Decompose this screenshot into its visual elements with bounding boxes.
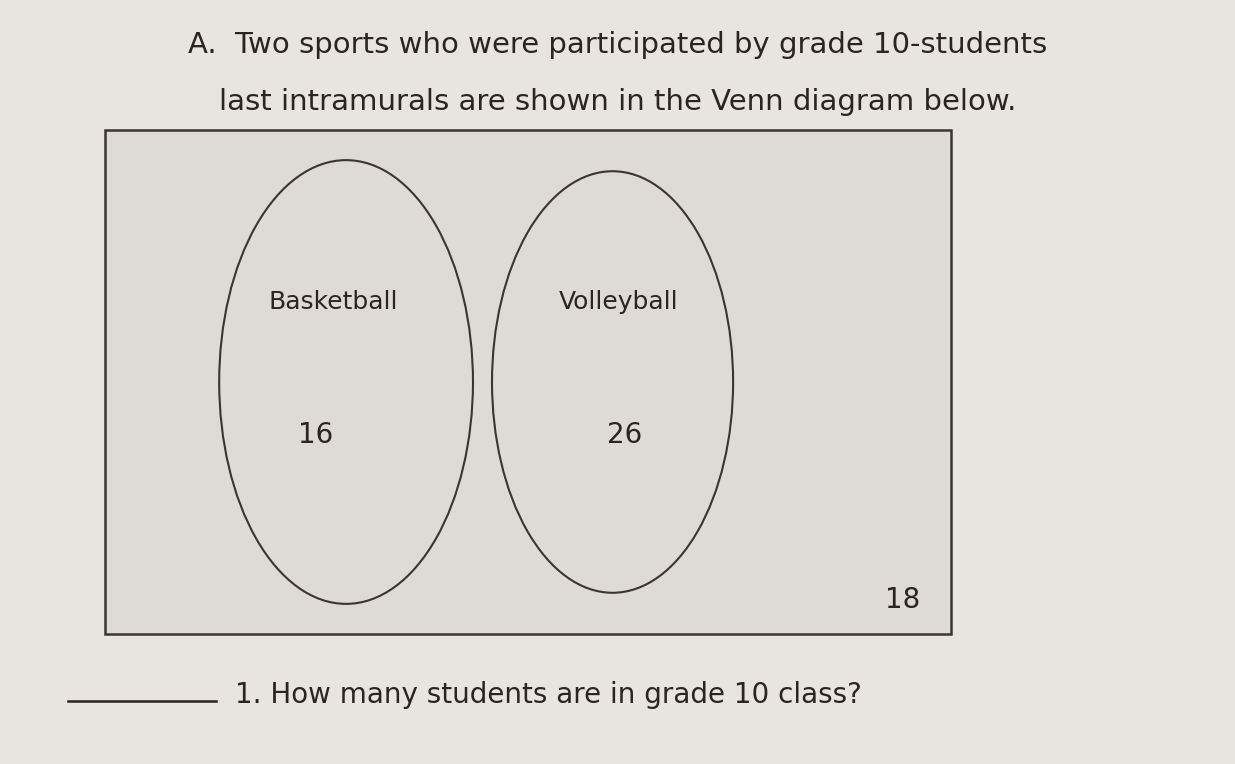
Text: 16: 16 — [298, 421, 332, 449]
Text: 1. How many students are in grade 10 class?: 1. How many students are in grade 10 cla… — [235, 681, 862, 709]
Text: 18: 18 — [884, 586, 920, 613]
FancyBboxPatch shape — [105, 130, 951, 634]
Text: Basketball: Basketball — [269, 290, 399, 314]
Ellipse shape — [492, 171, 734, 593]
Text: A.  Two sports who were participated by grade 10-students: A. Two sports who were participated by g… — [188, 31, 1047, 59]
Text: last intramurals are shown in the Venn diagram below.: last intramurals are shown in the Venn d… — [219, 88, 1016, 116]
Text: Volleyball: Volleyball — [559, 290, 678, 314]
Ellipse shape — [219, 160, 473, 604]
Text: 26: 26 — [608, 421, 642, 449]
